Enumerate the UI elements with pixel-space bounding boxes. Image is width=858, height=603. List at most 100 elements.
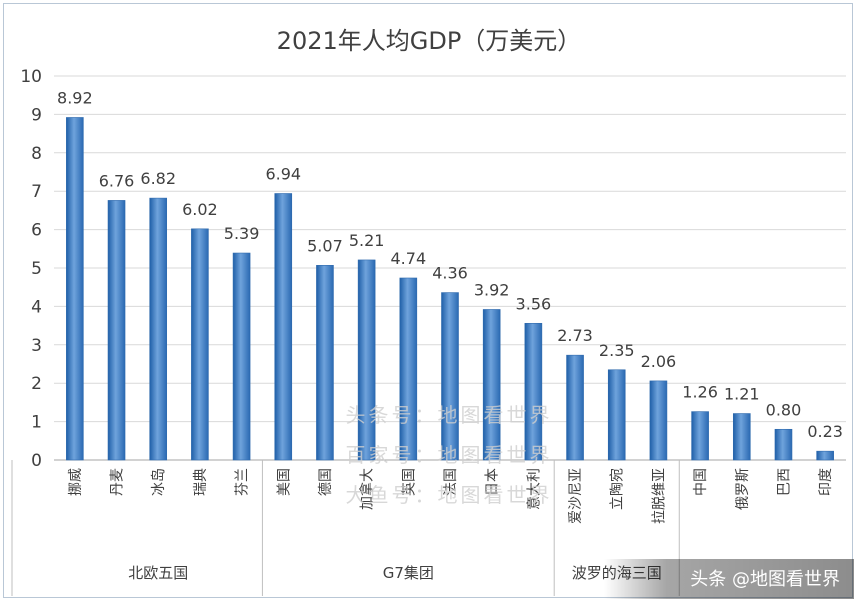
bar <box>191 228 209 461</box>
category-label-group: 俄罗斯 <box>735 468 751 510</box>
chart-frame: 2021年人均GDP（万美元） 0 1 2 3 4 5 6 7 8 9 10 8.92 6.76 6.8… <box>3 3 854 599</box>
bar <box>232 252 251 461</box>
category-label-group: 拉脱维亚 <box>651 468 667 524</box>
data-label: 1.26 <box>682 383 718 402</box>
bar <box>816 450 834 461</box>
credit-background <box>604 559 854 599</box>
data-label: 2.35 <box>599 341 635 360</box>
category-label: 美国 <box>276 468 292 496</box>
y-tick-label: 9 <box>31 105 42 125</box>
category-label-group: 意大利 <box>525 468 542 510</box>
category-label: 拉脱维亚 <box>651 468 667 524</box>
bars <box>66 117 834 461</box>
category-label: 立陶宛 <box>610 468 626 510</box>
category-label-group: 冰岛 <box>151 468 167 496</box>
category-label: 英国 <box>400 468 417 496</box>
data-label: 6.02 <box>182 200 218 219</box>
category-label: 芬兰 <box>235 468 251 496</box>
category-label: 巴西 <box>776 468 792 496</box>
category-label-group: 立陶宛 <box>610 468 626 510</box>
category-label: 德国 <box>318 468 334 496</box>
bar <box>274 193 293 461</box>
bar <box>607 369 626 461</box>
data-label: 3.92 <box>474 280 510 299</box>
watermark-line: 大鱼号：地图看世界 <box>346 483 553 507</box>
group-label: G7集团 <box>383 564 434 582</box>
bar <box>441 292 459 461</box>
y-tick-label: 4 <box>31 297 42 317</box>
category-label: 爱沙尼亚 <box>568 468 584 524</box>
bar <box>357 259 376 461</box>
y-tick-label: 3 <box>31 336 42 356</box>
y-tick-label: 8 <box>31 144 42 164</box>
data-label: 6.94 <box>265 165 301 184</box>
watermark-line: 头条号：地图看世界 <box>346 403 553 427</box>
data-label: 5.07 <box>307 236 343 255</box>
category-label-group: 法国 <box>443 468 459 496</box>
data-label: 5.21 <box>349 231 385 250</box>
category-label: 中国 <box>693 468 709 496</box>
watermark-line: 百家号：地图看世界 <box>346 443 553 467</box>
bar <box>66 117 84 461</box>
data-label: 6.82 <box>140 169 176 188</box>
bar <box>566 354 584 461</box>
category-label-group: 中国 <box>693 468 709 496</box>
category-label: 俄罗斯 <box>735 468 751 510</box>
category-label: 冰岛 <box>151 468 167 496</box>
data-label: 1.21 <box>724 385 760 404</box>
category-label-group: 印度 <box>818 468 834 496</box>
data-label: 4.74 <box>391 249 427 268</box>
chart-svg: 2021年人均GDP（万美元） 0 1 2 3 4 5 6 7 8 9 10 8.92 6.76 6.8… <box>11 27 854 599</box>
category-label-group: 加拿大 <box>359 468 376 510</box>
category-label: 挪威 <box>68 468 84 496</box>
category-label: 瑞典 <box>193 468 209 496</box>
data-label: 8.92 <box>57 88 93 107</box>
bar <box>107 200 126 461</box>
y-tick-label: 2 <box>31 374 42 394</box>
credit-overlay: 头条 @地图看世界 <box>604 559 854 599</box>
category-label: 丹麦 <box>110 468 126 496</box>
category-label: 法国 <box>443 468 459 496</box>
bar <box>149 197 168 461</box>
category-label: 印度 <box>818 468 834 496</box>
data-label: 2.73 <box>557 326 593 345</box>
y-tick-label: 5 <box>31 259 42 279</box>
bar <box>774 428 793 461</box>
category-label: 加拿大 <box>359 468 376 510</box>
data-label: 5.39 <box>224 224 260 243</box>
category-label-group: 英国 <box>400 468 417 496</box>
data-label: 3.56 <box>516 294 552 313</box>
data-label: 2.06 <box>641 352 677 371</box>
y-tick-label: 10 <box>20 67 42 87</box>
category-label-group: 芬兰 <box>235 468 251 496</box>
data-labels: 8.92 6.76 6.82 6.02 5.39 6.94 5.07 5.21 4.74 4.36… <box>57 88 843 441</box>
bar <box>732 413 751 461</box>
category-label-group: 瑞典 <box>193 468 209 496</box>
category-label-group: 德国 <box>318 468 334 496</box>
category-label-group: 爱沙尼亚 <box>568 468 584 524</box>
data-label: 0.23 <box>807 422 843 441</box>
category-labels: 挪威 丹麦 冰岛 瑞典 芬兰 美国 德国 加拿大 英国 法国 日本 意大利 爱沙尼亚 立陶宛 拉脱维亚 中国俄… <box>68 468 834 524</box>
y-tick-label: 0 <box>31 451 42 471</box>
data-label: 6.76 <box>99 171 135 190</box>
category-label-group: 挪威 <box>68 468 84 496</box>
group-label: 北欧五国 <box>128 564 188 582</box>
bar <box>316 265 334 461</box>
category-label: 日本 <box>485 468 501 496</box>
bar <box>691 411 709 461</box>
bar <box>649 380 668 461</box>
credit-text: 头条 @地图看世界 <box>690 569 840 590</box>
chart-title: 2021年人均GDP（万美元） <box>277 27 582 55</box>
y-tick-label: 6 <box>31 221 42 241</box>
category-label: 意大利 <box>525 468 542 510</box>
y-axis-ticks: 0 1 2 3 4 5 6 7 8 9 10 <box>20 67 42 471</box>
category-label-group: 美国 <box>276 468 292 496</box>
bar <box>482 309 501 461</box>
data-label: 0.80 <box>766 400 802 419</box>
bar <box>399 277 418 461</box>
bar <box>524 322 543 461</box>
data-label: 4.36 <box>432 264 468 283</box>
y-tick-label: 7 <box>31 182 42 202</box>
y-tick-label: 1 <box>31 413 42 433</box>
